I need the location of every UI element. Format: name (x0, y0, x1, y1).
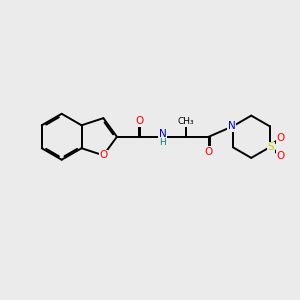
Text: H: H (160, 137, 166, 146)
Text: O: O (277, 134, 285, 143)
Text: O: O (136, 116, 144, 126)
Text: O: O (277, 151, 285, 161)
Text: N: N (159, 129, 167, 140)
Text: O: O (99, 150, 107, 160)
Text: N: N (228, 121, 236, 131)
Text: S: S (268, 142, 274, 152)
Text: CH₃: CH₃ (178, 117, 194, 126)
Text: O: O (205, 147, 213, 157)
